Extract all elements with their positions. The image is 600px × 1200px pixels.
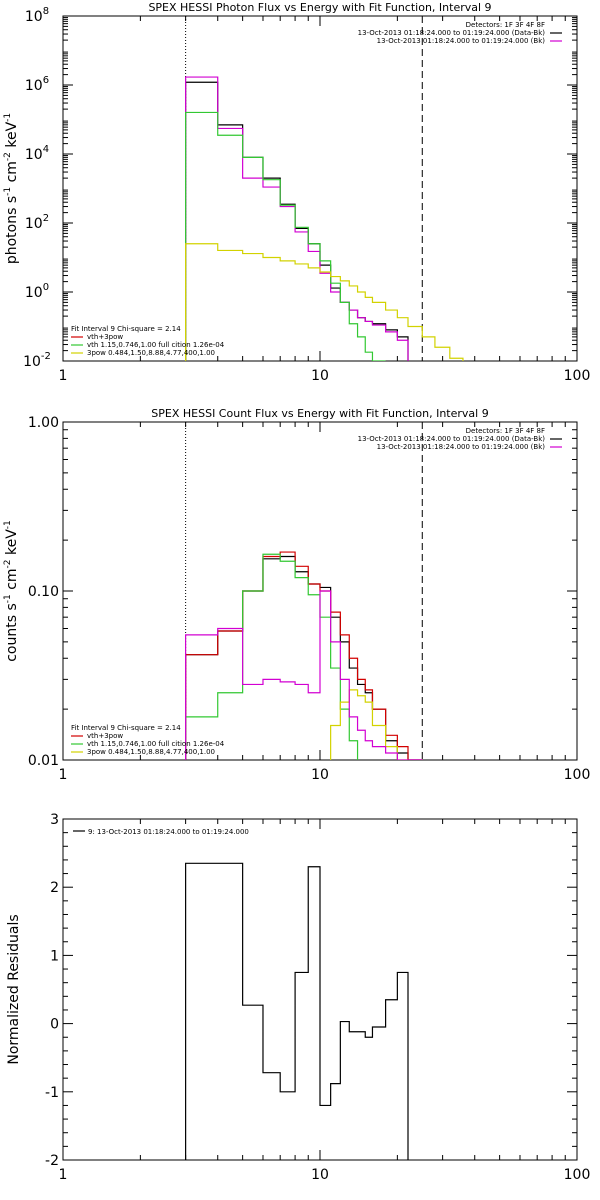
y-tick-label: 104 bbox=[25, 144, 49, 163]
series-5-step-line bbox=[185, 590, 423, 760]
detector-legend-text: 13-Oct-2013 01:18:24.000 to 01:19:24.000… bbox=[377, 37, 546, 45]
y-axis-label: counts s-1 cm-2 keV-1 bbox=[3, 520, 20, 662]
x-tick-label: 10 bbox=[311, 767, 329, 783]
series-3-step-line bbox=[185, 553, 359, 760]
x-tick-label: 100 bbox=[564, 767, 591, 783]
series-4-step-line bbox=[330, 689, 409, 760]
fit-legend-text: 3pow 0.484,1.50,8.88,4.77,400,1.00 bbox=[87, 748, 215, 756]
x-tick-label: 100 bbox=[564, 1167, 591, 1183]
fit-legend-header: Fit Interval 9 Chi-square = 2.14 bbox=[71, 325, 181, 333]
fit-legend-text: vth+3pow bbox=[87, 333, 123, 341]
chart-title: SPEX HESSI Count Flux vs Energy with Fit… bbox=[151, 407, 488, 420]
y-tick-label: -1 bbox=[45, 1085, 59, 1101]
series-1-step-line bbox=[185, 862, 409, 1160]
y-tick-label: 0 bbox=[50, 1017, 59, 1033]
x-tick-label: 10 bbox=[311, 368, 329, 384]
y-tick-label: 0.10 bbox=[28, 584, 59, 600]
series-2-step-line bbox=[185, 551, 423, 760]
fit-legend-header: Fit Interval 9 Chi-square = 2.14 bbox=[71, 724, 181, 732]
series-1-step-line bbox=[185, 81, 409, 361]
chart-2: SPEX HESSI Count Flux vs Energy with Fit… bbox=[3, 407, 590, 783]
y-tick-label: 1 bbox=[50, 948, 59, 964]
y-tick-label: 0.01 bbox=[28, 753, 59, 769]
detector-legend-header: Detectors: 1F 3F 4F 8F bbox=[466, 427, 545, 435]
fit-legend-text: 3pow 0.484,1.50,8.88,4.77,400,1.00 bbox=[87, 349, 215, 357]
series-2-step-line bbox=[185, 76, 409, 361]
series-4-step-line bbox=[185, 243, 464, 361]
y-tick-label: 102 bbox=[25, 213, 49, 232]
plot-frame bbox=[62, 15, 578, 362]
x-tick-label: 1 bbox=[59, 1167, 68, 1183]
y-tick-label: 1.00 bbox=[28, 415, 59, 431]
x-tick-label: 1 bbox=[59, 767, 68, 783]
y-axis-label: photons s-1 cm-2 keV-1 bbox=[3, 113, 20, 264]
x-tick-label: 10 bbox=[311, 1167, 329, 1183]
chart-3: 1 10 100 -2 -1 0 1 2 3 Normalized Residuals 9: 13-… bbox=[6, 812, 590, 1183]
detector-legend-header: Detectors: 1F 3F 4F 8F bbox=[466, 21, 545, 29]
y-tick-label: 3 bbox=[50, 812, 59, 828]
y-tick-label: 100 bbox=[25, 282, 49, 301]
fit-legend-text: vth 1.15,0.746,1.00 full cition 1.26e-04 bbox=[87, 740, 225, 748]
detector-legend-text: 13-Oct-2013 01:18:24.000 to 01:19:24.000… bbox=[358, 435, 546, 443]
y-tick-label: 2 bbox=[50, 880, 59, 896]
y-tick-label: 10-2 bbox=[23, 351, 51, 370]
series-1-step-line bbox=[185, 555, 423, 760]
y-axis-label: Normalized Residuals bbox=[6, 914, 22, 1064]
detector-legend-text: 13-Oct-2013 01:18:24.000 to 01:19:24.000… bbox=[377, 443, 546, 451]
x-tick-label: 1 bbox=[59, 368, 68, 384]
chart-title: SPEX HESSI Photon Flux vs Energy with Fi… bbox=[148, 1, 491, 14]
detector-legend-text: 13-Oct-2013 01:18:24.000 to 01:19:24.000… bbox=[358, 29, 546, 37]
x-tick-label: 100 bbox=[564, 368, 591, 384]
y-tick-label: -2 bbox=[45, 1153, 59, 1169]
residual-legend-text: 9: 13-Oct-2013 01:18:24.000 to 01:19:24.… bbox=[88, 828, 249, 836]
fit-legend-text: vth 1.15,0.746,1.00 full cition 1.26e-04 bbox=[87, 341, 225, 349]
y-tick-label: 108 bbox=[25, 6, 49, 25]
series-3-step-line bbox=[185, 111, 386, 361]
y-tick-label: 106 bbox=[25, 75, 49, 94]
chart-1: SPEX HESSI Photon Flux vs Energy with Fi… bbox=[3, 1, 590, 384]
fit-legend-text: vth+3pow bbox=[87, 732, 123, 740]
